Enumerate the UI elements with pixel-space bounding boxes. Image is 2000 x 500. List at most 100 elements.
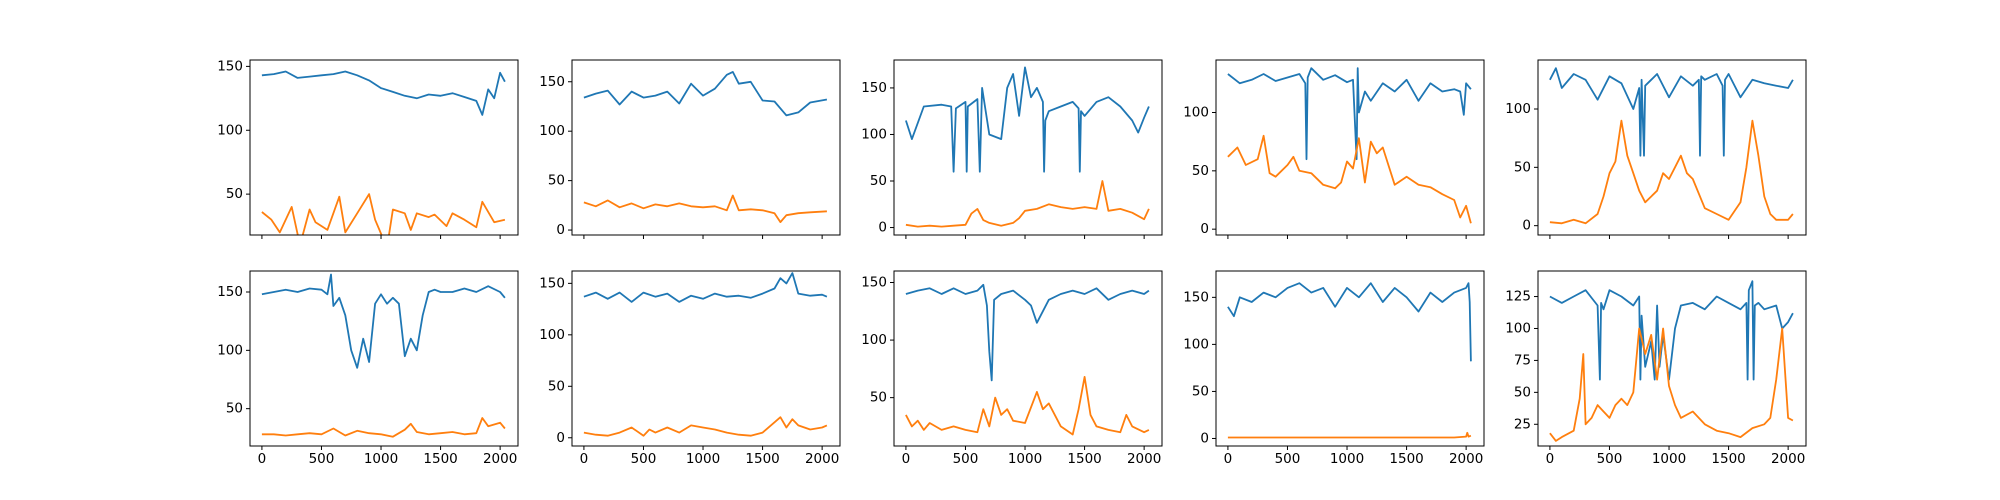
y-tick-label: 25	[1514, 416, 1531, 432]
x-tick-label: 1000	[1330, 451, 1364, 467]
y-tick-label: 125	[1505, 289, 1531, 305]
x-tick-label: 1500	[423, 451, 457, 467]
axes-frame	[893, 59, 1163, 236]
x-tick-label: 0	[1546, 451, 1555, 467]
series-line-orange	[583, 194, 827, 224]
y-tick-label: 100	[1505, 101, 1531, 117]
x-tick-label: 2000	[483, 451, 517, 467]
x-tick-label: 1500	[1711, 451, 1745, 467]
x-tick-label: 500	[309, 451, 335, 467]
subplot-3: 0 50 100 150	[861, 59, 1163, 239]
y-tick-label: 150	[217, 284, 243, 300]
axes-frame	[1215, 270, 1485, 447]
y-tick-label: 150	[539, 275, 565, 291]
y-tick-label: 50	[1514, 159, 1531, 175]
x-tick-label: 2000	[1449, 451, 1483, 467]
y-tick-label: 50	[1514, 384, 1531, 400]
series-line-blue	[905, 66, 1150, 173]
x-tick-label: 1000	[1652, 451, 1686, 467]
axes-frame	[1537, 270, 1807, 447]
y-tick-label: 100	[539, 327, 565, 343]
x-tick-label: 500	[1275, 451, 1301, 467]
y-tick-label: 0	[1200, 221, 1209, 237]
y-tick-label: 0	[1522, 218, 1531, 234]
y-tick-label: 100	[539, 123, 565, 139]
y-tick-label: 100	[1183, 336, 1209, 352]
y-tick-label: 0	[556, 430, 565, 446]
x-tick-label: 1500	[1389, 451, 1423, 467]
series-line-blue	[1549, 67, 1794, 157]
axes-frame	[249, 59, 519, 236]
axes-frame	[249, 270, 519, 447]
series-line-blue	[261, 70, 506, 116]
y-tick-label: 150	[217, 58, 243, 74]
series-line-blue	[1549, 280, 1794, 381]
axes-frame	[571, 270, 841, 447]
y-tick-label: 50	[1192, 383, 1209, 399]
y-tick-label: 75	[1514, 352, 1531, 368]
x-tick-label: 0	[1224, 451, 1233, 467]
y-tick-label: 100	[217, 122, 243, 138]
series-line-blue	[1227, 282, 1472, 362]
y-tick-label: 150	[1183, 289, 1209, 305]
series-line-orange	[1549, 119, 1794, 225]
y-tick-label: 50	[1192, 163, 1209, 179]
y-tick-label: 50	[226, 186, 243, 202]
x-tick-label: 0	[902, 451, 911, 467]
series-line-orange	[261, 417, 506, 438]
y-tick-label: 150	[861, 275, 887, 291]
series-line-orange	[905, 180, 1150, 228]
series-line-orange	[583, 416, 828, 437]
y-tick-label: 50	[548, 378, 565, 394]
subplot-10: 25 50 75 100 125 0 500 1000 1500 2000	[1505, 270, 1807, 467]
x-tick-label: 0	[580, 451, 589, 467]
subplot-1: 50 100 150	[217, 58, 519, 239]
series-line-orange	[261, 193, 506, 235]
series-line-blue	[583, 272, 828, 303]
y-tick-label: 50	[226, 401, 243, 417]
series-line-blue	[1227, 67, 1472, 161]
y-tick-label: 0	[878, 220, 887, 236]
x-tick-label: 2000	[1127, 451, 1161, 467]
y-tick-label: 50	[870, 390, 887, 406]
y-tick-label: 0	[1200, 430, 1209, 446]
subplot-2: 0 50 100 150	[539, 59, 841, 239]
x-tick-label: 0	[258, 451, 267, 467]
y-tick-label: 50	[870, 173, 887, 189]
x-tick-label: 1000	[364, 451, 398, 467]
axes-frame	[571, 59, 841, 236]
y-tick-label: 150	[861, 80, 887, 96]
axes-frame	[1215, 59, 1485, 236]
x-tick-label: 2000	[1771, 451, 1805, 467]
series-line-orange	[1227, 134, 1472, 224]
x-tick-label: 500	[631, 451, 657, 467]
y-tick-label: 100	[861, 126, 887, 142]
series-line-orange	[1549, 327, 1794, 442]
y-tick-label: 100	[1505, 320, 1531, 336]
axes-frame	[893, 270, 1163, 447]
y-tick-label: 100	[861, 332, 887, 348]
series-line-blue	[261, 273, 506, 369]
subplot-4: 0 50 100	[1183, 59, 1485, 239]
series-line-orange	[1227, 431, 1472, 439]
x-tick-label: 500	[953, 451, 979, 467]
y-tick-label: 0	[556, 222, 565, 238]
y-tick-label: 150	[539, 74, 565, 90]
x-tick-label: 1000	[1008, 451, 1042, 467]
y-tick-label: 50	[548, 173, 565, 189]
x-tick-label: 1500	[745, 451, 779, 467]
y-tick-label: 100	[1183, 105, 1209, 121]
series-line-orange	[905, 375, 1150, 436]
y-tick-label: 100	[217, 342, 243, 358]
x-tick-label: 2000	[805, 451, 839, 467]
series-line-blue	[905, 283, 1150, 382]
series-line-blue	[583, 71, 828, 117]
subplot-5: 0 50 100	[1505, 59, 1807, 239]
x-tick-label: 1500	[1067, 451, 1101, 467]
x-tick-label: 1000	[686, 451, 720, 467]
